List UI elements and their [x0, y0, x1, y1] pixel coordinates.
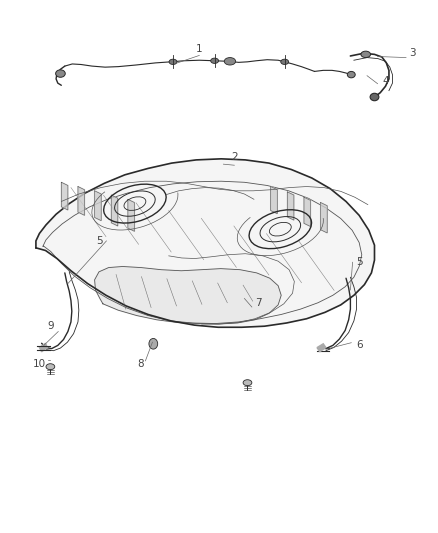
Ellipse shape: [46, 364, 55, 370]
Polygon shape: [95, 191, 101, 221]
Polygon shape: [61, 182, 68, 210]
Polygon shape: [271, 187, 277, 214]
Text: 2: 2: [231, 152, 238, 162]
Polygon shape: [128, 199, 134, 231]
Polygon shape: [111, 195, 118, 226]
Text: 7: 7: [255, 298, 262, 308]
Ellipse shape: [281, 59, 289, 64]
Text: 6: 6: [356, 341, 363, 350]
Polygon shape: [304, 197, 311, 227]
Text: 9: 9: [47, 321, 54, 331]
Text: 3: 3: [409, 49, 416, 58]
Text: 4: 4: [382, 76, 389, 86]
Polygon shape: [287, 192, 294, 220]
Polygon shape: [78, 187, 85, 215]
Ellipse shape: [347, 71, 355, 78]
Ellipse shape: [56, 70, 65, 77]
Ellipse shape: [361, 51, 371, 58]
Ellipse shape: [224, 58, 236, 65]
Text: 1: 1: [196, 44, 203, 54]
Polygon shape: [321, 203, 327, 233]
Ellipse shape: [243, 379, 252, 386]
Text: 10: 10: [33, 359, 46, 368]
Polygon shape: [95, 266, 281, 324]
Polygon shape: [317, 344, 326, 352]
Circle shape: [149, 338, 158, 349]
Polygon shape: [36, 159, 374, 327]
Text: 5: 5: [96, 236, 103, 246]
Text: 8: 8: [137, 359, 144, 368]
Ellipse shape: [211, 58, 219, 63]
Text: 5: 5: [356, 257, 363, 267]
Ellipse shape: [370, 93, 379, 101]
Polygon shape: [39, 343, 47, 352]
Ellipse shape: [169, 59, 177, 64]
